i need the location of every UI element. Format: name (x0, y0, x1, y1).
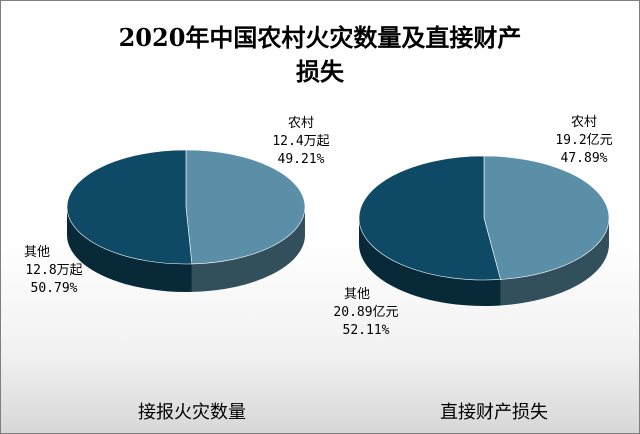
pie2-slice-1-side (359, 218, 501, 306)
pie2-other-percent: 52.11% (342, 323, 390, 338)
pie2-label-rural: 农村 19.2亿元 47.89% (538, 114, 630, 168)
pie2-rural-name: 农村 (570, 115, 597, 130)
pie1-other-percent: 50.79% (30, 281, 78, 296)
pie2-slice-1 (358, 155, 501, 281)
pie1-slice-1 (66, 149, 193, 265)
pie1-other-value: 12.8万起 (25, 263, 83, 278)
pie2-caption: 直接财产损失 (440, 402, 548, 423)
pie1-label-other: 其他 12.8万起 50.79% (14, 244, 94, 298)
pie2-rural-value: 19.2亿元 (555, 133, 613, 148)
pie2-slice-0 (483, 155, 610, 280)
pie1-caption: 接报火灾数量 (138, 402, 246, 423)
pie1-slice-1-side (67, 207, 192, 292)
pie2-slice-0-side (500, 218, 609, 306)
pie1-label-rural: 农村 12.4万起 49.21% (256, 115, 346, 169)
pie1-rural-value: 12.4万起 (272, 134, 330, 149)
chart-title-line2: 损失 (296, 57, 344, 86)
chart-title: 2020年中国农村火灾数量及直接财产 (118, 23, 522, 52)
pie1-slice-0 (185, 149, 306, 265)
pie2-rural-percent: 47.89% (560, 151, 608, 166)
pie1-rural-name: 农村 (287, 116, 314, 131)
pie2-label-other: 其他 20.89亿元 52.11% (318, 286, 414, 340)
pie1-other-name: 其他 (24, 245, 51, 260)
pie1-slice-0-side (191, 207, 305, 292)
pie1-rural-percent: 49.21% (277, 152, 325, 167)
pie2-other-name: 其他 (344, 287, 371, 302)
pie2-other-value: 20.89亿元 (333, 305, 399, 320)
